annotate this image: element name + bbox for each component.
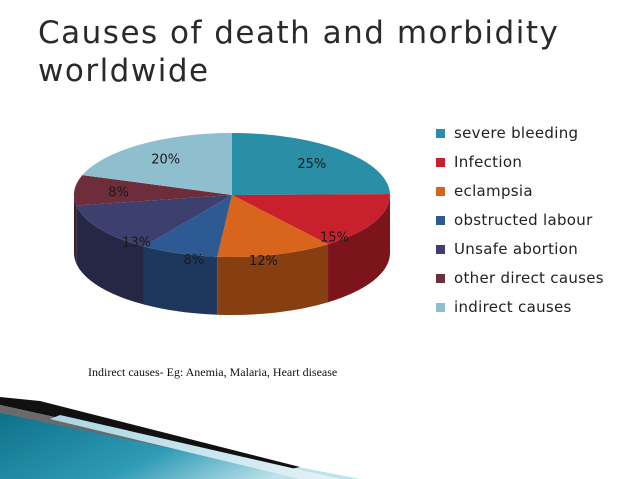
legend-swatch <box>436 302 445 312</box>
legend-item: other direct causes <box>436 267 604 289</box>
legend-item: obstructed labour <box>436 209 593 231</box>
pie-slice-1 <box>232 194 390 245</box>
legend-swatch <box>436 273 445 283</box>
legend-swatch <box>436 128 445 138</box>
pie-slice-side-1 <box>328 195 390 303</box>
pie-slice-side-2 <box>217 244 329 315</box>
legend-swatch <box>436 186 445 196</box>
data-label-5: 8% <box>108 186 129 201</box>
legend-item: eclampsia <box>436 180 533 202</box>
legend-swatch <box>436 157 445 167</box>
data-label-0: 25% <box>297 157 326 172</box>
legend-item: indirect causes <box>436 296 572 318</box>
legend-label: obstructed labour <box>454 211 593 229</box>
legend-label: Infection <box>454 153 523 171</box>
legend-label: other direct causes <box>454 269 604 287</box>
legend-swatch <box>436 244 445 254</box>
legend-label: eclampsia <box>454 182 533 200</box>
legend-label: severe bleeding <box>454 124 579 142</box>
data-label-1: 15% <box>320 230 349 245</box>
data-label-4: 13% <box>122 235 151 250</box>
legend-item: Infection <box>436 151 522 173</box>
pie-slice-6 <box>82 133 232 195</box>
pie-slice-2 <box>217 195 329 257</box>
slide-title: Causes of death and morbidity worldwide <box>38 15 560 89</box>
pie-chart: 25% 15% 12% 8% 13% 8% 20% <box>74 133 390 315</box>
pie-slice-side-5 <box>74 195 77 264</box>
data-label-2: 12% <box>249 254 278 269</box>
legend-swatch <box>436 215 445 225</box>
pie-slice-side-3 <box>143 246 218 315</box>
pie-slice-4 <box>76 195 232 247</box>
legend-item: severe bleeding <box>436 122 578 144</box>
legend-label: indirect causes <box>454 298 572 316</box>
data-label-3: 8% <box>184 253 205 268</box>
legend-label: Unsafe abortion <box>454 240 579 258</box>
decorative-corner-swoosh <box>0 397 360 479</box>
pie-slice-0 <box>232 133 390 195</box>
pie-slice-3 <box>143 195 232 257</box>
pie-slice-side-4 <box>76 205 144 305</box>
data-label-6: 20% <box>151 153 180 168</box>
legend-item: Unsafe abortion <box>436 238 578 260</box>
footnote: Indirect causes- Eg: Anemia, Malaria, He… <box>88 365 338 379</box>
pie-slice-5 <box>74 175 232 206</box>
